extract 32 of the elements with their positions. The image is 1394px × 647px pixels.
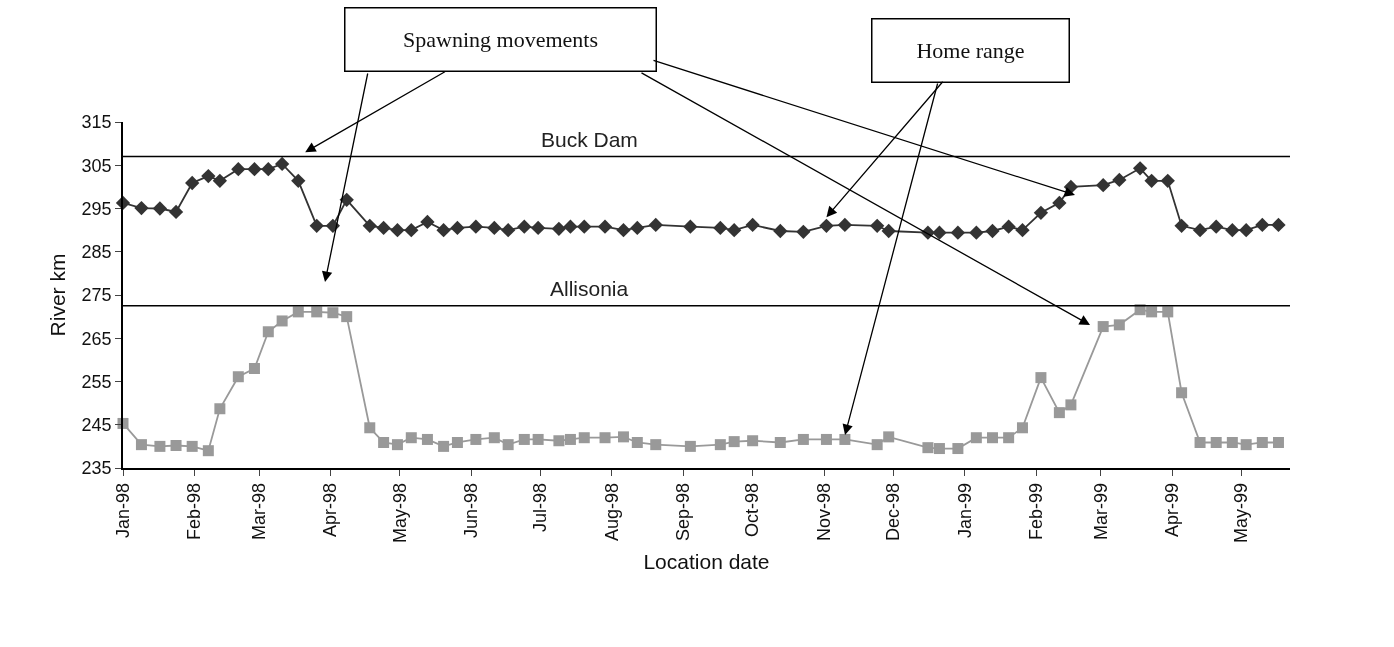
y-tick-label: 315 [81,112,112,133]
x-tick-label: Mar-98 [248,482,269,540]
y-tick-label: 295 [81,198,112,219]
annotation: Home range [916,38,1025,63]
y-tick-label: 265 [81,328,112,349]
x-tick-label: Nov-98 [813,482,834,541]
x-tick-label: Apr-98 [320,482,341,537]
y-tick-label: 255 [81,371,112,392]
x-tick-label: Feb-98 [184,482,205,540]
x-tick-label: Jul-98 [530,482,551,532]
y-tick-label: 235 [81,458,112,479]
x-tick-label: Jun-98 [461,482,482,538]
y-tick-label: 275 [81,285,112,306]
x-tick-label: Apr-99 [1162,482,1183,537]
x-tick-label: Mar-99 [1090,482,1111,540]
x-tick-label: Feb-99 [1026,482,1047,540]
x-tick-label: Oct-98 [742,482,763,537]
y-tick-label: 285 [81,242,112,263]
y-tick-label: 305 [81,155,112,176]
ref-line-label: Buck Dam [541,128,638,151]
y-tick-label: 245 [81,415,112,436]
ref-line-label: Allisonia [550,277,629,300]
y-axis-title: River km [46,253,70,337]
x-tick-label: May-99 [1231,482,1252,543]
x-tick-label: Jan-98 [112,482,133,538]
x-tick-label: Sep-98 [673,482,694,541]
x-tick-label: May-98 [389,482,410,543]
x-axis-title: Location date [643,549,770,573]
annotation: Spawning movements [403,27,598,52]
x-tick-label: Aug-98 [601,482,622,541]
x-tick-label: Jan-99 [954,482,975,538]
x-tick-label: Dec-98 [883,482,904,541]
